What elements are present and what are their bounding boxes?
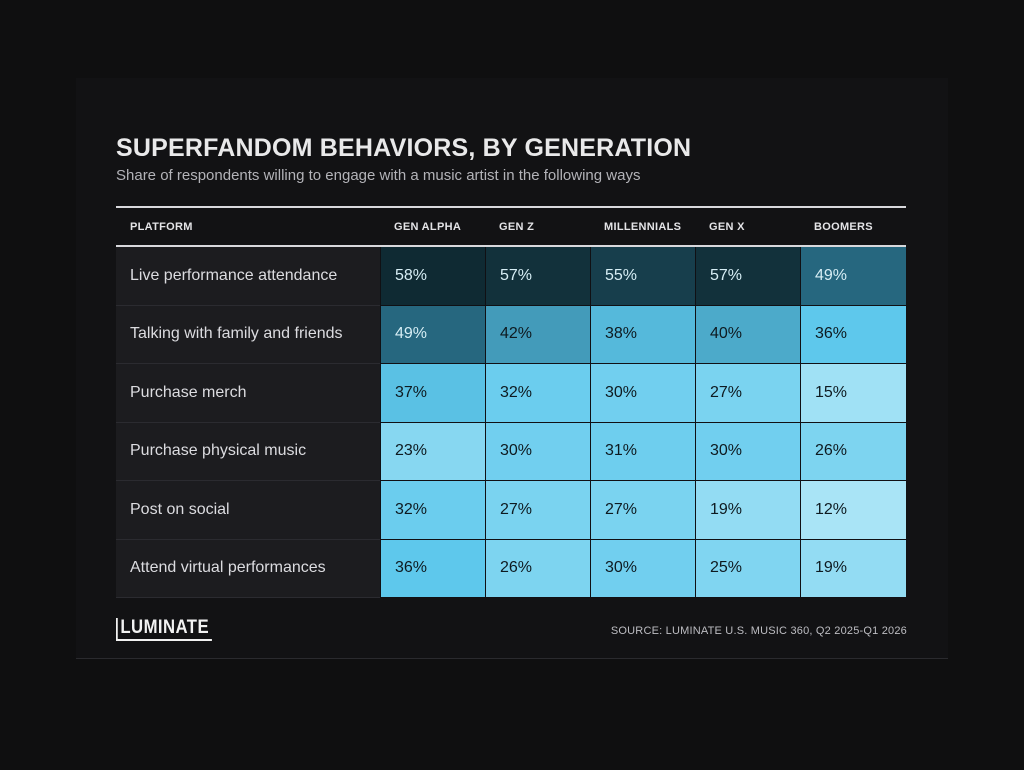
heatmap-cell: 30% [485,422,590,481]
header-millennials: MILLENNIALS [604,220,682,233]
table-row: Live performance attendance 58% 57% 55% 57% 4… [116,247,906,306]
luminate-logo: LUMINATE [116,618,212,641]
heatmap-cell: 38% [590,305,695,364]
heatmap-cell: 42% [485,305,590,364]
heatmap-cell: 36% [380,539,485,598]
heatmap-cell: 25% [695,539,800,598]
header-platform: PLATFORM [130,220,193,233]
heatmap-cell: 49% [380,305,485,364]
heatmap-cell: 31% [590,422,695,481]
row-label: Live performance attendance [116,247,380,306]
heatmap-cell: 26% [800,422,906,481]
table-row: Talking with family and friends 49% 42% 38%… [116,305,906,364]
heatmap-cell: 40% [695,305,800,364]
chart-subtitle: Share of respondents willing to engage w… [116,167,641,184]
heatmap-cell: 32% [380,481,485,540]
heatmap-cell: 32% [485,364,590,423]
heatmap-cell: 30% [590,364,695,423]
heatmap-cell: 58% [380,247,485,306]
table-top-rule [116,206,906,208]
row-label: Post on social [116,481,380,540]
table-row: Purchase merch 37% 32% 30% 27% 15% [116,364,906,423]
heatmap-cell: 36% [800,305,906,364]
heatmap-cell: 55% [590,247,695,306]
table-header-row: PLATFORM GEN ALPHA GEN Z MILLENNIALS GEN… [116,208,906,247]
heatmap-table: PLATFORM GEN ALPHA GEN Z MILLENNIALS GEN… [116,206,906,598]
heatmap-cell: 12% [800,481,906,540]
header-gen-x: GEN X [709,220,745,233]
heatmap-cell: 26% [485,539,590,598]
table-row: Attend virtual performances 36% 26% 30% 25% 1… [116,539,906,598]
heatmap-cell: 30% [590,539,695,598]
heatmap-cell: 27% [485,481,590,540]
row-label: Purchase merch [116,364,380,423]
heatmap-cell: 19% [695,481,800,540]
row-label: Attend virtual performances [116,539,380,598]
row-label: Purchase physical music [116,422,380,481]
chart-title: SUPERFANDOM BEHAVIORS, BY GENERATION [116,134,692,162]
heatmap-cell: 27% [590,481,695,540]
table-row: Purchase physical music 23% 30% 31% 30% 26% [116,422,906,481]
row-label: Talking with family and friends [116,305,380,364]
source-note: SOURCE: LUMINATE U.S. MUSIC 360, Q2 2025… [610,625,907,637]
header-gen-z: GEN Z [499,220,535,233]
heatmap-cell: 23% [380,422,485,481]
heatmap-cell: 30% [695,422,800,481]
header-gen-alpha: GEN ALPHA [394,220,462,233]
table-row: Post on social 32% 27% 27% 19% 12% [116,481,906,540]
heatmap-cell: 19% [800,539,906,598]
heatmap-cell: 57% [695,247,800,306]
heatmap-cell: 27% [695,364,800,423]
heatmap-cell: 15% [800,364,906,423]
heatmap-cell: 57% [485,247,590,306]
heatmap-cell: 37% [380,364,485,423]
table-body: Live performance attendance 58% 57% 55% 57% 4… [116,247,906,598]
heatmap-cell: 49% [800,247,906,306]
header-boomers: BOOMERS [814,220,873,233]
